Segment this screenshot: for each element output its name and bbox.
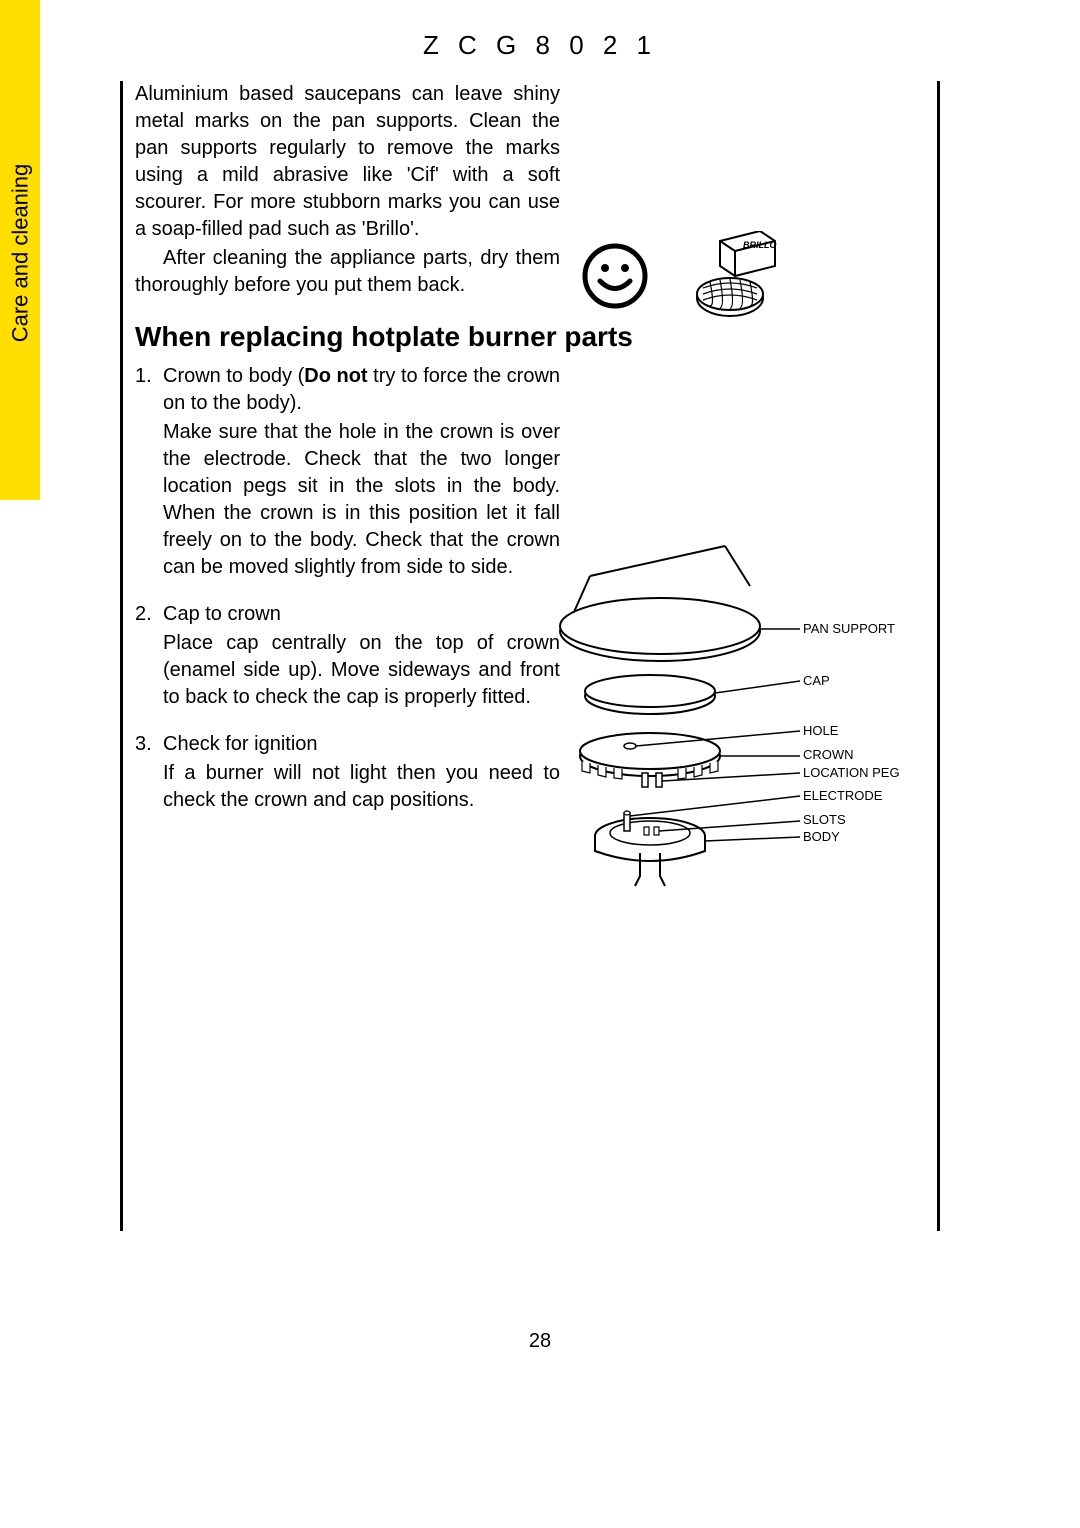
page-number: 28: [120, 1330, 960, 1353]
smiley-icon: [580, 241, 650, 311]
sidebar-tab: Care and cleaning: [0, 0, 40, 500]
step-1-title-bold: Do not: [304, 365, 367, 387]
pan-support-shape: [560, 546, 800, 661]
label-hole: HOLE: [803, 723, 839, 738]
step-number: 1.: [135, 363, 163, 581]
page-content: Z C G 8 0 2 1 Aluminium based saucepans …: [120, 30, 960, 1231]
sidebar-label: Care and cleaning: [7, 164, 33, 343]
step-body: Cap to crown Place cap centrally on the …: [163, 601, 560, 711]
model-number: Z C G 8 0 2 1: [120, 30, 960, 61]
label-electrode: ELECTRODE: [803, 788, 883, 803]
label-body: BODY: [803, 829, 840, 844]
section-heading: When replacing hotplate burner parts: [135, 321, 560, 353]
two-column-layout: Aluminium based saucepans can leave shin…: [120, 81, 960, 1231]
step-number: 3.: [135, 731, 163, 814]
left-column: Aluminium based saucepans can leave shin…: [120, 81, 560, 1231]
step-3-detail: If a burner will not light then you need…: [163, 760, 560, 814]
label-crown: CROWN: [803, 747, 854, 762]
label-slots: SLOTS: [803, 812, 846, 827]
step-3: 3. Check for ignition If a burner will n…: [135, 731, 560, 814]
step-3-title: Check for ignition: [163, 733, 318, 755]
step-body: Check for ignition If a burner will not …: [163, 731, 560, 814]
step-body: Crown to body (Do not try to force the c…: [163, 363, 560, 581]
intro-paragraph-2: After cleaning the appliance parts, dry …: [135, 245, 560, 299]
step-2: 2. Cap to crown Place cap centrally on t…: [135, 601, 560, 711]
label-location-peg: LOCATION PEG: [803, 765, 900, 780]
step-1-title-pre: Crown to body (: [163, 365, 304, 387]
label-cap: CAP: [803, 673, 830, 688]
step-number: 2.: [135, 601, 163, 711]
burner-diagram: PAN SUPPORT CAP: [550, 541, 930, 906]
brillo-icon: BRILLO: [680, 231, 780, 321]
icon-row: BRILLO: [580, 231, 780, 321]
step-1: 1. Crown to body (Do not try to force th…: [135, 363, 560, 581]
cap-shape: [585, 675, 800, 714]
svg-text:BRILLO: BRILLO: [743, 240, 777, 250]
step-1-detail: Make sure that the hole in the crown is …: [163, 419, 560, 581]
label-pan-support: PAN SUPPORT: [803, 621, 895, 636]
step-2-detail: Place cap centrally on the top of crown …: [163, 630, 560, 711]
body-shape: [595, 811, 705, 886]
step-2-title: Cap to crown: [163, 603, 281, 625]
right-column: BRILLO: [580, 81, 940, 1231]
intro-paragraph-1: Aluminium based saucepans can leave shin…: [135, 81, 560, 243]
